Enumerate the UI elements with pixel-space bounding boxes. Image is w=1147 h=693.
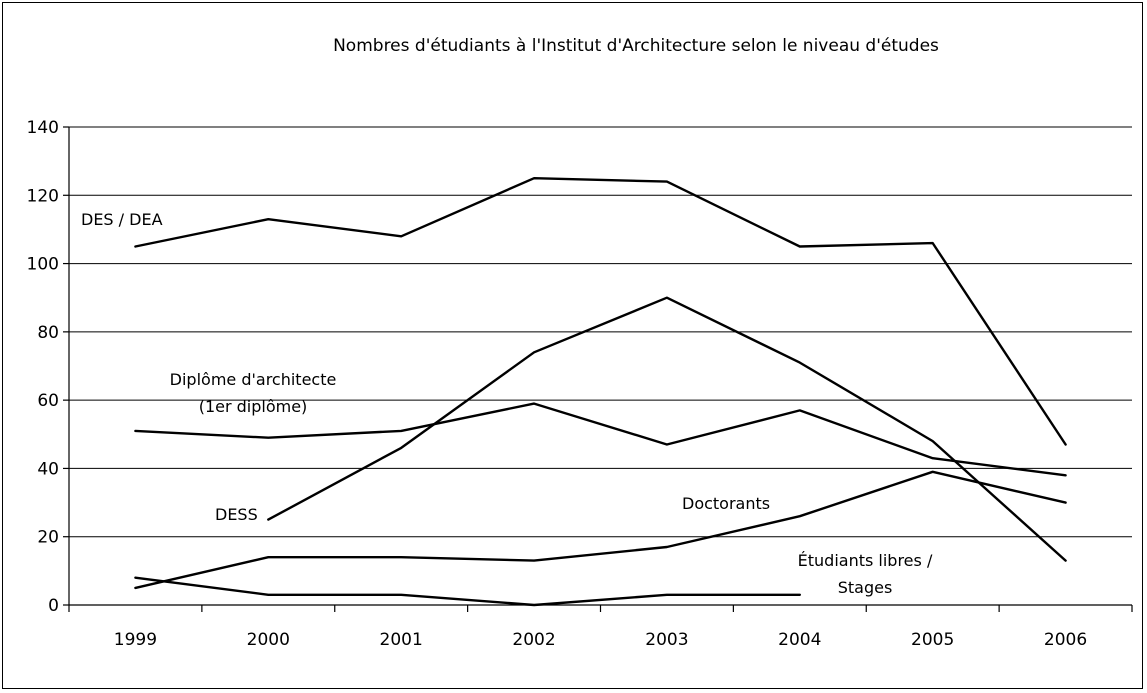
series-line-1 — [134, 402, 1067, 477]
y-tick-label: 60 — [37, 391, 59, 411]
x-tick-label: 2000 — [247, 630, 290, 650]
x-tick-label: 2006 — [1044, 630, 1087, 650]
series-line-3 — [134, 470, 1067, 590]
series-label: DESS — [215, 505, 258, 524]
y-tick-label: 120 — [27, 186, 59, 206]
y-tick-label: 0 — [48, 596, 59, 616]
y-tick-label: 20 — [37, 528, 59, 548]
series-line-4 — [134, 576, 801, 607]
y-tick-label: 140 — [27, 118, 59, 138]
y-tick-label: 80 — [37, 323, 59, 343]
y-tick-label: 100 — [27, 255, 59, 275]
series-label: (1er diplôme) — [199, 397, 308, 416]
x-tick-label: 2003 — [645, 630, 688, 650]
x-tick-label: 1999 — [114, 630, 157, 650]
series-label: Diplôme d'architecte — [170, 370, 337, 389]
line-chart: Nombres d'étudiants à l'Institut d'Archi… — [27, 36, 1133, 650]
x-tick-label: 2005 — [911, 630, 954, 650]
series-label: Doctorants — [682, 494, 770, 513]
series-label: Étudiants libres / — [798, 551, 933, 570]
series-label: Stages — [838, 578, 893, 597]
axes: 0 20 40 60 80 100 120 140 1999 2000 2001 2002 2003 20… — [27, 118, 1133, 650]
x-tick-label: 2001 — [380, 630, 423, 650]
series-line-2 — [267, 296, 1067, 562]
series-labels: DES / DEA Diplôme d'architecte (1er diplôm… — [81, 210, 933, 597]
chart-title: Nombres d'étudiants à l'Institut d'Archi… — [333, 36, 939, 56]
series-label: DES / DEA — [81, 210, 163, 229]
x-tick-label: 2004 — [778, 630, 821, 650]
x-tick-label: 2002 — [512, 630, 555, 650]
y-tick-label: 40 — [37, 459, 59, 479]
series-line-0 — [134, 176, 1067, 446]
series-lines — [134, 176, 1067, 607]
gridlines — [69, 126, 1132, 538]
